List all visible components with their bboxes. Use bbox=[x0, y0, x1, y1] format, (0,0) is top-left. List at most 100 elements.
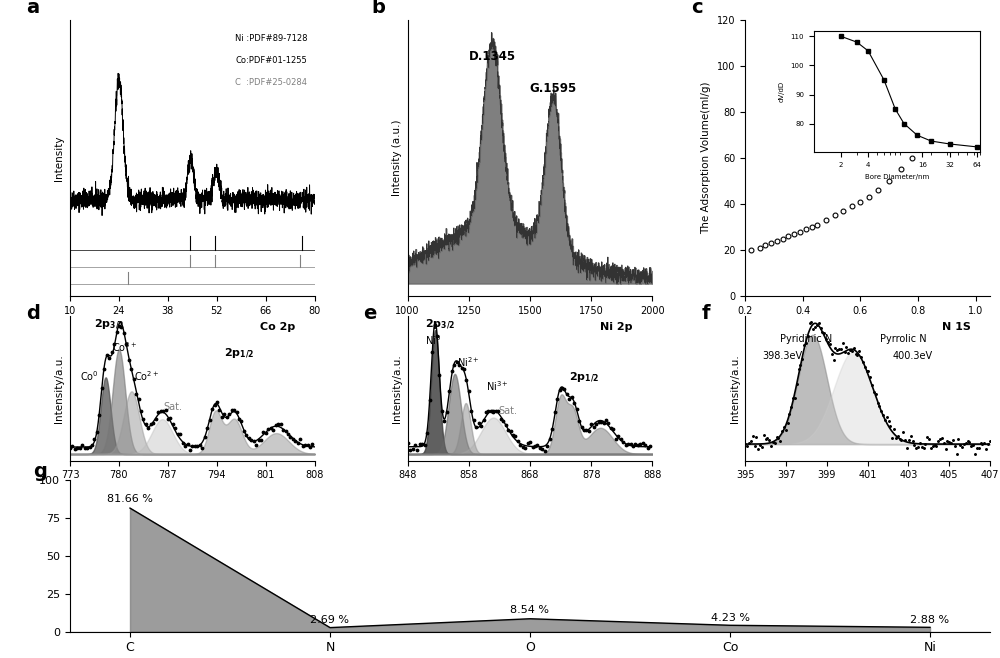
Point bbox=[965, 440, 981, 451]
Point bbox=[104, 347, 120, 357]
Point bbox=[952, 440, 968, 450]
Point bbox=[930, 436, 946, 446]
Point bbox=[615, 437, 631, 447]
Point bbox=[783, 402, 799, 413]
Point bbox=[175, 438, 191, 448]
Point bbox=[544, 424, 560, 434]
Point bbox=[630, 440, 646, 450]
Text: 4.23 %: 4.23 % bbox=[711, 613, 750, 623]
Point bbox=[537, 445, 553, 456]
Point bbox=[527, 441, 543, 451]
Point bbox=[903, 430, 919, 441]
Point bbox=[787, 392, 803, 403]
Point bbox=[851, 346, 867, 357]
Point bbox=[534, 443, 550, 454]
Point bbox=[275, 425, 291, 436]
Point bbox=[564, 392, 580, 402]
Point bbox=[938, 443, 954, 454]
Point bbox=[510, 436, 526, 447]
Point bbox=[216, 409, 232, 420]
Point bbox=[890, 430, 906, 441]
Point bbox=[402, 444, 418, 455]
Point bbox=[846, 342, 862, 353]
Point bbox=[613, 434, 629, 444]
Point bbox=[427, 320, 443, 330]
Point bbox=[182, 445, 198, 455]
Text: Co$^{3+}$: Co$^{3+}$ bbox=[112, 340, 137, 354]
Point bbox=[623, 439, 639, 449]
Point bbox=[912, 438, 928, 448]
Point bbox=[603, 423, 619, 434]
Text: 8.54 %: 8.54 % bbox=[511, 605, 550, 615]
Point bbox=[483, 405, 499, 416]
Point bbox=[901, 435, 917, 445]
Point bbox=[842, 345, 858, 356]
Point bbox=[802, 318, 818, 328]
Point bbox=[429, 331, 445, 342]
Point bbox=[798, 338, 814, 348]
Point bbox=[829, 344, 845, 355]
Point bbox=[280, 428, 296, 439]
Point bbox=[278, 426, 294, 436]
Point bbox=[772, 436, 788, 446]
Point bbox=[82, 442, 98, 452]
Point bbox=[855, 357, 871, 367]
Point bbox=[172, 429, 188, 440]
Point bbox=[897, 434, 913, 445]
Point bbox=[522, 437, 538, 447]
Point bbox=[500, 424, 516, 435]
Point bbox=[881, 416, 897, 426]
Point bbox=[554, 382, 570, 393]
Point bbox=[982, 436, 998, 446]
Point bbox=[248, 440, 264, 450]
Point bbox=[158, 405, 174, 415]
Point bbox=[877, 415, 893, 425]
Point bbox=[233, 415, 249, 426]
Point bbox=[493, 413, 509, 424]
Point bbox=[241, 433, 257, 443]
Point bbox=[914, 442, 930, 452]
Point bbox=[123, 364, 139, 374]
Point bbox=[608, 433, 624, 443]
Point bbox=[532, 443, 548, 453]
Text: Sat.: Sat. bbox=[498, 406, 517, 417]
Point bbox=[824, 349, 840, 359]
Point bbox=[96, 364, 112, 374]
Point bbox=[72, 442, 88, 453]
Point bbox=[781, 409, 797, 420]
Text: 2.88 %: 2.88 % bbox=[910, 615, 950, 625]
Point bbox=[485, 407, 501, 418]
X-axis label: Binding Energy/eV: Binding Energy/eV bbox=[819, 486, 916, 496]
Point bbox=[446, 360, 462, 370]
Point bbox=[576, 424, 592, 435]
Point bbox=[556, 384, 572, 394]
Point bbox=[591, 417, 607, 427]
Point bbox=[637, 440, 653, 451]
Point bbox=[833, 344, 849, 355]
Point bbox=[774, 426, 790, 437]
Point bbox=[62, 443, 78, 453]
Point bbox=[268, 419, 284, 430]
Point bbox=[86, 434, 102, 444]
Point bbox=[431, 370, 447, 380]
Point bbox=[106, 339, 122, 349]
Point bbox=[131, 394, 147, 405]
Point bbox=[618, 440, 634, 451]
Text: a: a bbox=[26, 0, 39, 16]
Point bbox=[458, 375, 474, 386]
Point bbox=[473, 421, 489, 432]
Point bbox=[871, 400, 887, 411]
Y-axis label: Intensity/a.u.: Intensity/a.u. bbox=[392, 354, 402, 422]
Point bbox=[238, 430, 254, 440]
Point bbox=[490, 405, 506, 416]
Point bbox=[807, 322, 823, 333]
Point bbox=[831, 344, 847, 355]
Point bbox=[848, 349, 864, 359]
Point bbox=[943, 438, 959, 448]
Point bbox=[419, 428, 435, 438]
Point bbox=[785, 392, 801, 403]
Point bbox=[407, 440, 423, 450]
Point bbox=[884, 432, 900, 443]
Y-axis label: Intensity/a.u.: Intensity/a.u. bbox=[730, 354, 740, 422]
Point bbox=[571, 415, 587, 426]
